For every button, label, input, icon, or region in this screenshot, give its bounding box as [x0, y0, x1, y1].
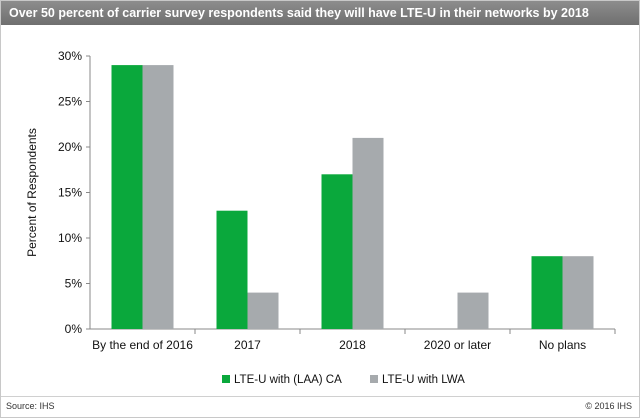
y-tick-label: 30%	[58, 49, 82, 63]
legend-label-laa-ca: LTE-U with (LAA) CA	[234, 374, 342, 386]
y-tick-label: 20%	[58, 140, 82, 154]
bar-chart: 0% 5% 10% 15% 20% 25% 30% Percent of Respondent…	[25, 49, 616, 386]
bar-lwa	[352, 137, 384, 329]
x-tick-label: By the end of 2016	[92, 338, 193, 352]
y-tick-label: 15%	[58, 186, 82, 200]
x-tick-label: 2020 or later	[424, 338, 491, 352]
x-tick-label: 2017	[234, 338, 261, 352]
legend-swatch-lwa	[370, 375, 378, 383]
bar-laa-ca	[216, 210, 248, 329]
source-note: Source: IHS	[6, 401, 55, 411]
x-tick-label: No plans	[539, 338, 586, 352]
chart-title: Over 50 percent of carrier survey respon…	[9, 6, 589, 20]
y-tick-label: 25%	[58, 95, 82, 109]
y-axis-label: Percent of Respondents	[25, 128, 39, 257]
bar-laa-ca	[111, 65, 143, 329]
x-tick-label: 2018	[339, 338, 366, 352]
copyright-note: © 2016 IHS	[585, 401, 632, 411]
footer-divider	[1, 396, 639, 397]
legend-swatch-laa-ca	[222, 375, 230, 383]
title-bar: Over 50 percent of carrier survey respon…	[1, 1, 639, 25]
legend-label-lwa: LTE-U with LWA	[382, 374, 465, 386]
bar-lwa	[562, 256, 594, 329]
y-tick-label: 5%	[65, 277, 83, 291]
bar-lwa	[457, 292, 489, 329]
bar-lwa	[142, 65, 174, 329]
bar-laa-ca	[321, 174, 353, 329]
bar-laa-ca	[531, 256, 563, 329]
y-tick-label: 0%	[65, 322, 83, 336]
y-tick-label: 10%	[58, 231, 82, 245]
bar-lwa	[247, 292, 279, 329]
